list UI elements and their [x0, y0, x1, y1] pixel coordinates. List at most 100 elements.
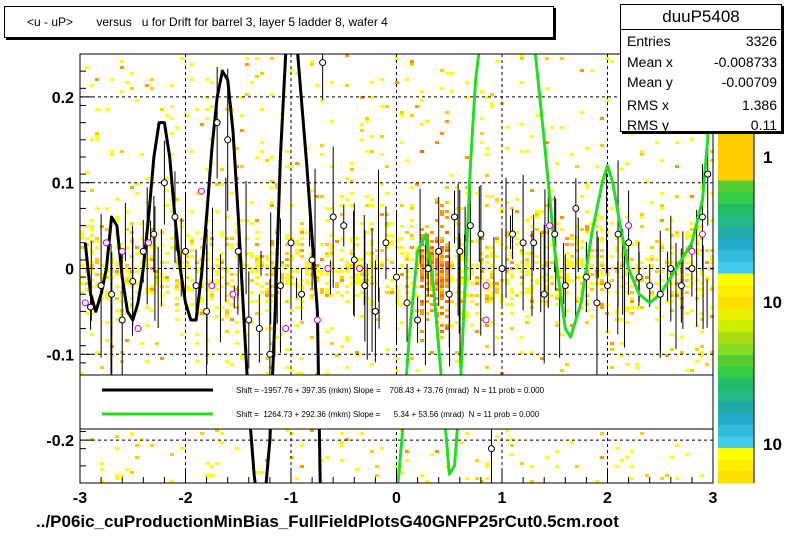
- heat-cell: [700, 273, 704, 276]
- heat-cell: [185, 288, 189, 291]
- profile-point: [182, 247, 189, 255]
- footer-filename: ../P06ic_cuProductionMinBias_FullFieldPl…: [36, 512, 619, 531]
- heat-cell: [225, 294, 229, 297]
- heat-cell: [195, 231, 199, 234]
- heat-cell: [440, 288, 444, 291]
- heat-cell: [295, 324, 299, 327]
- heat-cell: [250, 252, 254, 255]
- heat-cell: [590, 315, 594, 318]
- heat-cell: [385, 291, 389, 294]
- heat-cell: [440, 330, 444, 333]
- heat-cell: [260, 255, 264, 258]
- alt-point: [625, 222, 633, 230]
- heat-cell: [375, 264, 379, 267]
- heat-cell: [390, 279, 394, 282]
- heat-cell: [700, 294, 704, 297]
- heat-cell: [220, 267, 224, 270]
- profile-point: [551, 230, 559, 238]
- heat-cell: [250, 201, 254, 204]
- heat-cell: [530, 216, 534, 219]
- heat-cell: [575, 300, 579, 303]
- heat-cell: [620, 168, 624, 171]
- heat-cell: [520, 252, 524, 255]
- heat-cell: [540, 264, 544, 267]
- heat-cell: [190, 237, 194, 240]
- heat-cell: [645, 180, 649, 183]
- stat-label: RMS x: [627, 97, 669, 113]
- heat-cell: [570, 234, 574, 237]
- heat-cell: [285, 264, 289, 267]
- heat-cell: [440, 285, 444, 288]
- heat-cell: [590, 69, 594, 72]
- heat-cell: [245, 264, 249, 267]
- heat-cell: [345, 270, 349, 273]
- heat-cell: [80, 231, 84, 234]
- heat-cell: [490, 270, 494, 273]
- heat-cell: [105, 294, 109, 297]
- heat-cell: [395, 357, 399, 360]
- heat-cell: [370, 150, 374, 153]
- heat-cell: [645, 276, 649, 279]
- heat-cell: [295, 270, 299, 273]
- heat-cell: [290, 369, 294, 372]
- heat-cell: [380, 447, 384, 450]
- heat-cell: [515, 198, 519, 201]
- profile-point: [287, 239, 295, 247]
- alt-point: [208, 282, 216, 290]
- heat-cell: [160, 285, 164, 288]
- heat-cell: [700, 330, 704, 333]
- heat-cell: [325, 219, 329, 222]
- heat-cell: [435, 279, 439, 282]
- heat-cell: [285, 237, 289, 240]
- heat-cell: [290, 237, 294, 240]
- heat-cell: [85, 282, 89, 285]
- heat-cell: [395, 57, 399, 60]
- heat-cell: [585, 321, 589, 324]
- x-tick-label: -3: [73, 490, 87, 507]
- heat-cell: [220, 183, 224, 186]
- heat-cell: [595, 225, 599, 228]
- heat-cell: [585, 183, 589, 186]
- heat-cell: [645, 474, 649, 477]
- heat-cell: [245, 93, 249, 96]
- heat-cell: [525, 150, 529, 153]
- heat-cell: [235, 222, 239, 225]
- heat-cell: [545, 456, 549, 459]
- profile-point: [519, 239, 527, 247]
- heat-cell: [610, 279, 614, 282]
- heat-cell: [180, 261, 184, 264]
- heat-cell: [165, 279, 169, 282]
- heat-cell: [565, 261, 569, 264]
- heat-cell: [230, 279, 234, 282]
- profile-point: [614, 230, 622, 238]
- heat-cell: [175, 282, 179, 285]
- heat-cell: [430, 240, 434, 243]
- heat-cell: [430, 303, 434, 306]
- heat-cell: [385, 258, 389, 261]
- heat-cell: [515, 243, 519, 246]
- heat-cell: [710, 258, 714, 261]
- heat-cell: [660, 207, 664, 210]
- heat-cell: [190, 288, 194, 291]
- heat-cell: [700, 312, 704, 315]
- heat-cell: [695, 360, 699, 363]
- heat-cell: [420, 300, 424, 303]
- heat-cell: [85, 243, 89, 246]
- heat-cell: [255, 258, 259, 261]
- heat-cell: [195, 261, 199, 264]
- heat-cell: [230, 246, 234, 249]
- heat-cell: [420, 90, 424, 93]
- heat-cell: [650, 294, 654, 297]
- heat-cell: [100, 264, 104, 267]
- heat-cell: [120, 60, 124, 63]
- heat-cell: [400, 321, 404, 324]
- heat-cell: [680, 306, 684, 309]
- heat-cell: [420, 258, 424, 261]
- heat-cell: [545, 300, 549, 303]
- heat-cell: [450, 264, 454, 267]
- heat-cell: [420, 261, 424, 264]
- heat-cell: [635, 363, 639, 366]
- heat-cell: [245, 237, 249, 240]
- heat-cell: [185, 264, 189, 267]
- heat-cell: [405, 255, 409, 258]
